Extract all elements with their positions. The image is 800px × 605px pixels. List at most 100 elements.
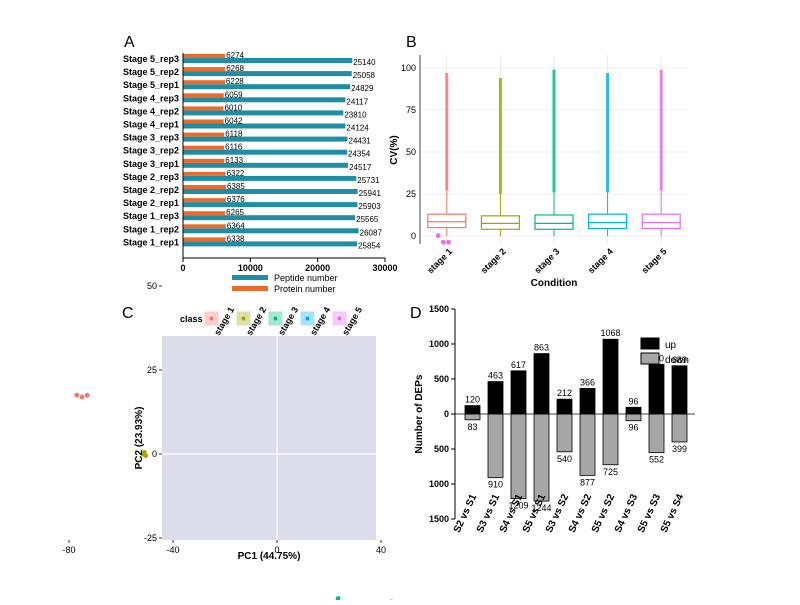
legend-swatch-up: [640, 337, 660, 350]
peptide-bar: [183, 241, 358, 247]
down-bar: [556, 413, 573, 453]
down-value-label: 96: [628, 423, 638, 433]
outlier-points: [552, 69, 556, 193]
down-bar: [464, 413, 481, 421]
down-value-label: 910: [488, 480, 503, 490]
peptide-bar: [183, 189, 358, 194]
up-bar: [487, 381, 504, 415]
protein-value-label: 6265: [226, 208, 244, 217]
up-value-label: 463: [488, 371, 503, 381]
up-bar: [625, 406, 642, 415]
protein-value-label: 6010: [224, 103, 242, 112]
box: [480, 215, 520, 230]
protein-bar: [183, 224, 226, 229]
category-label: Stage 2_rep3: [123, 172, 179, 182]
x-tick-label: stage 5: [640, 246, 669, 275]
down-bar: [602, 413, 619, 466]
protein-value-label: 6042: [225, 117, 243, 126]
y-tick-label: 500: [434, 374, 449, 384]
x-tick-label: S5 vs S4: [659, 492, 687, 534]
up-value-label: 366: [580, 377, 595, 387]
peptide-value-label: 25941: [359, 189, 382, 198]
box: [587, 213, 628, 230]
peptide-value-label: 24517: [349, 163, 372, 172]
panel-label: A: [124, 34, 135, 51]
category-label: Stage 3_rep2: [123, 146, 179, 156]
up-value-label: 1068: [600, 328, 620, 338]
up-bar: [648, 363, 665, 415]
peptide-value-label: 24117: [346, 97, 368, 106]
y-tick-label: 0: [411, 231, 416, 241]
protein-bar: [183, 185, 226, 189]
up-value-label: 96: [628, 396, 638, 406]
legend-label-protein: Protein number: [274, 284, 336, 294]
down-bar: [625, 413, 642, 422]
up-bar: [464, 405, 481, 415]
category-label: Stage 4_rep1: [123, 120, 179, 130]
protein-value-label: 6364: [227, 221, 245, 230]
peptide-bar: [183, 84, 351, 90]
peptide-value-label: 24124: [346, 124, 369, 133]
protein-value-label: 6376: [227, 195, 245, 204]
down-value-label: 399: [672, 444, 687, 454]
peptide-bar: [183, 123, 346, 129]
legend-swatch-protein: [232, 286, 268, 291]
category-label: Stage 5_rep1: [123, 80, 179, 90]
peptide-bar: [183, 215, 356, 221]
panel-b: B 0 25 50 75 100 stage 1 stage 2 stage 3 stage 4 s…: [389, 34, 688, 289]
x-tick-label: 30000: [372, 263, 397, 273]
x-tick-label: 0: [274, 545, 279, 555]
down-value-label: 877: [580, 477, 595, 487]
plot-background: [162, 336, 376, 540]
x-tick-label: 20000: [305, 263, 330, 273]
protein-bar: [183, 80, 225, 85]
protein-bar: [183, 106, 224, 111]
down-value-label: 552: [649, 455, 664, 465]
down-bar: [648, 413, 665, 454]
outlier-points: [659, 69, 663, 191]
pca-point: [74, 392, 80, 398]
peptide-bar: [183, 149, 347, 155]
peptide-bar: [183, 162, 349, 168]
x-tick-label: 10000: [238, 263, 263, 273]
peptide-bar: [183, 202, 358, 208]
y-tick-label: 0: [444, 409, 449, 419]
up-value-label: 212: [557, 388, 572, 398]
up-bar: [556, 398, 573, 415]
protein-value-label: 6228: [226, 77, 244, 86]
category-label: Stage 2_rep2: [123, 185, 179, 195]
pca-point: [79, 394, 85, 400]
category-label: Stage 4_rep3: [123, 93, 179, 103]
peptide-value-label: 24354: [348, 150, 371, 159]
category-label: Stage 3_rep3: [123, 133, 179, 143]
y-tick-label: 25: [406, 189, 416, 199]
box: [534, 214, 574, 230]
category-label: Stage 1_rep3: [123, 211, 179, 221]
y-tick-label: 500: [434, 444, 449, 454]
up-value-label: 120: [465, 395, 480, 405]
peptide-value-label: 24431: [349, 137, 372, 146]
down-value-label: 1244: [531, 503, 551, 513]
box: [427, 213, 467, 229]
peptide-value-label: 25731: [357, 176, 380, 185]
pca-point: [140, 451, 146, 457]
peptide-bar: [183, 175, 357, 181]
up-bar: [579, 387, 596, 415]
protein-bar: [183, 211, 226, 216]
category-label: Stage 1_rep1: [123, 237, 179, 247]
y-tick-label: 1500: [429, 514, 449, 524]
peptide-value-label: 25565: [356, 215, 379, 224]
up-bar: [602, 338, 619, 415]
pca-point: [435, 233, 441, 239]
outlier-points: [498, 78, 502, 194]
protein-bar: [183, 171, 226, 176]
up-bar: [533, 353, 550, 415]
peptide-value-label: 25058: [353, 71, 376, 80]
legend-label-down: down: [665, 355, 689, 366]
peptide-value-label: 24829: [351, 84, 374, 93]
x-tick-label: stage 1: [425, 246, 454, 275]
peptide-value-label: 26087: [360, 228, 383, 237]
down-value-label: 540: [557, 454, 572, 464]
